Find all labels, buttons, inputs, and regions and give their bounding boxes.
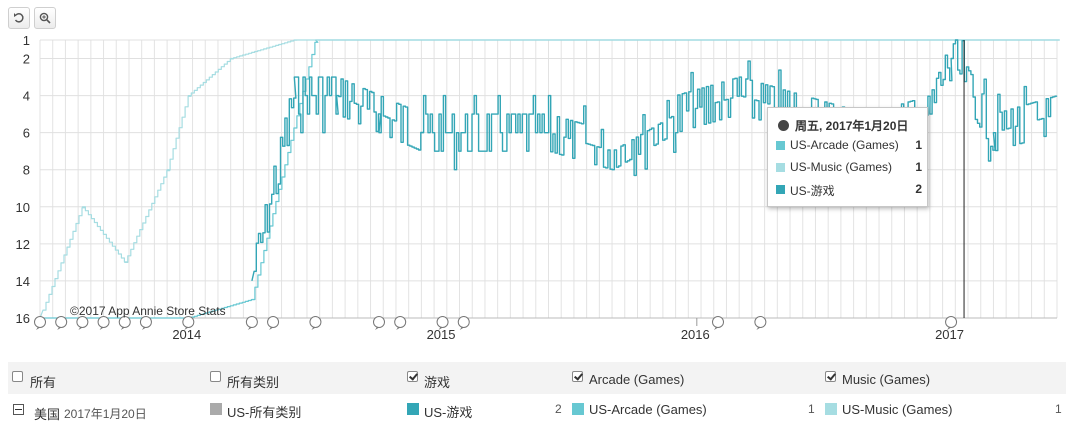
event-marker[interactable] bbox=[55, 316, 68, 331]
event-marker[interactable] bbox=[76, 316, 89, 331]
y-tick-label: 8 bbox=[23, 163, 30, 178]
event-marker[interactable] bbox=[267, 316, 280, 331]
event-markers bbox=[34, 316, 958, 331]
legend-item-music[interactable]: US-Music (Games) bbox=[842, 402, 953, 417]
tooltip-row-music: US-Music (Games) 1 bbox=[776, 160, 922, 176]
event-marker[interactable] bbox=[436, 316, 449, 331]
legend-item-games[interactable]: US-游戏 bbox=[424, 405, 473, 420]
filter-checkbox-all[interactable] bbox=[12, 371, 23, 382]
reset-zoom-button[interactable] bbox=[8, 7, 30, 29]
filter-checkbox-games[interactable] bbox=[407, 371, 418, 382]
event-marker[interactable] bbox=[118, 316, 131, 331]
zoom-in-button[interactable] bbox=[34, 7, 56, 29]
event-marker[interactable] bbox=[245, 316, 258, 331]
y-tick-label: 12 bbox=[16, 237, 30, 252]
event-marker[interactable] bbox=[182, 316, 195, 331]
y-tick-label: 16 bbox=[16, 311, 30, 326]
legend-value-music: 1 bbox=[1055, 402, 1062, 416]
y-tick-label: 14 bbox=[16, 274, 30, 289]
y-tick-label: 1 bbox=[23, 33, 30, 48]
event-marker[interactable] bbox=[309, 316, 322, 331]
series-line bbox=[39, 39, 1060, 319]
event-marker[interactable] bbox=[97, 316, 110, 331]
x-tick-label: 2017 bbox=[935, 327, 964, 342]
filter-checkbox-arcade[interactable] bbox=[572, 371, 583, 382]
tooltip-date: 周五, 2017年1月20日 bbox=[795, 119, 909, 133]
category-filter-bar: 所有 所有类别 游戏 Arcade (Games) Music (Games) bbox=[8, 362, 1066, 394]
event-marker[interactable] bbox=[945, 316, 958, 331]
filter-label-arcade: Arcade (Games) bbox=[589, 372, 685, 387]
filter-label-all: 所有 bbox=[30, 375, 57, 390]
series-swatch bbox=[776, 163, 785, 172]
legend-swatch-arcade bbox=[572, 403, 584, 415]
filter-label-music: Music (Games) bbox=[842, 372, 931, 387]
event-marker[interactable] bbox=[394, 316, 407, 331]
legend-item-all-categories[interactable]: US-所有类别 bbox=[227, 405, 302, 420]
x-tick-label: 2016 bbox=[681, 327, 710, 342]
tooltip-row-arcade: US-Arcade (Games) 1 bbox=[776, 138, 922, 154]
chart-tooltip: 周五, 2017年1月20日 US-Arcade (Games) 1 US-Mus… bbox=[767, 107, 928, 207]
filter-label-games: 游戏 bbox=[424, 375, 451, 390]
y-tick-label: 2 bbox=[23, 52, 30, 67]
series-swatch bbox=[776, 185, 785, 194]
region-label: 美国 bbox=[34, 407, 61, 422]
legend-swatch-games bbox=[407, 403, 419, 415]
undo-icon bbox=[14, 13, 24, 23]
legend-item-arcade[interactable]: US-Arcade (Games) bbox=[589, 402, 707, 417]
legend-date: 2017年1月20日 bbox=[64, 407, 147, 421]
y-tick-label: 10 bbox=[16, 200, 30, 215]
zoom-in-icon bbox=[39, 12, 51, 24]
event-marker[interactable] bbox=[373, 316, 385, 331]
legend-swatch-music bbox=[825, 403, 837, 415]
legend-value-games: 2 bbox=[555, 402, 562, 416]
event-marker[interactable] bbox=[139, 316, 152, 331]
tooltip-row-games: US-游戏 2 bbox=[776, 182, 922, 198]
event-marker[interactable] bbox=[457, 316, 470, 331]
copyright-text: ©2017 App Annie Store Stats bbox=[70, 304, 226, 318]
event-marker[interactable] bbox=[754, 316, 767, 331]
legend-value-arcade: 1 bbox=[808, 402, 815, 416]
x-tick-label: 2015 bbox=[427, 327, 456, 342]
filter-checkbox-music[interactable] bbox=[825, 371, 836, 382]
filter-label-all-categories: 所有类别 bbox=[227, 375, 280, 390]
y-tick-label: 4 bbox=[23, 89, 30, 104]
series-legend: 美国 2017年1月20日 US-所有类别 US-游戏 2 US-Arcade … bbox=[8, 396, 1066, 425]
legend-swatch-all-categories bbox=[210, 403, 222, 415]
event-marker[interactable] bbox=[34, 316, 46, 331]
event-marker[interactable] bbox=[712, 316, 724, 331]
filter-checkbox-all-categories[interactable] bbox=[210, 371, 221, 382]
collapse-toggle[interactable] bbox=[13, 404, 24, 415]
x-tick-label: 2014 bbox=[172, 327, 201, 342]
y-tick-label: 6 bbox=[23, 126, 30, 141]
globe-icon bbox=[778, 120, 789, 131]
series-swatch bbox=[776, 141, 785, 150]
x-axis: 2014 2015 2016 2017 bbox=[172, 318, 964, 342]
